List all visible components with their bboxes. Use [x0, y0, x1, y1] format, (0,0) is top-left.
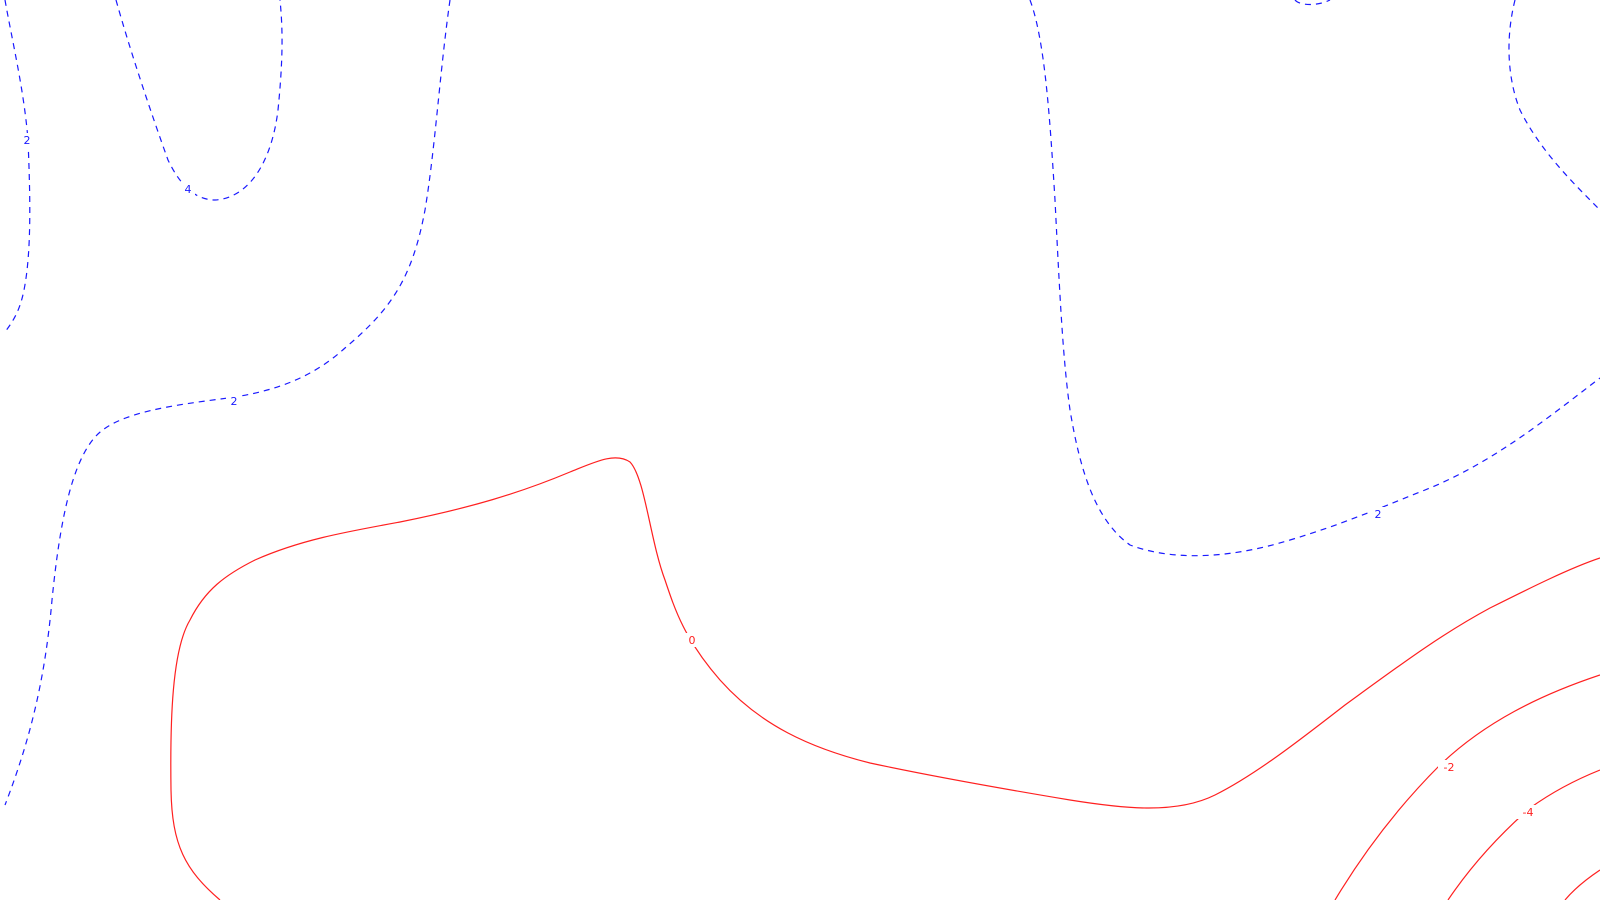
contour-2-top-edge	[1294, 0, 1331, 6]
label-bg	[1370, 507, 1386, 521]
contour-labels: 2 4 2 2 0 -2 -4	[20, 133, 1539, 819]
label-bg	[1438, 760, 1460, 774]
contour-neg2	[1334, 674, 1600, 900]
contour-neg6-fragment	[1564, 869, 1600, 900]
label-bg	[685, 633, 699, 647]
contour-0	[170, 457, 1600, 900]
label-bg	[1517, 805, 1539, 819]
contour-label-0: 0	[689, 634, 696, 647]
contour-2-right	[1029, 0, 1600, 557]
contour-4-upper-left	[115, 0, 283, 201]
contour-label-2-middle: 2	[231, 395, 238, 408]
label-bg	[226, 394, 242, 408]
contour-label-2-left: 2	[24, 134, 31, 147]
contour-2-top-right	[1508, 0, 1600, 211]
contour-label-2-right: 2	[1375, 508, 1382, 521]
contour-label-neg2: -2	[1444, 761, 1455, 774]
label-bg	[181, 182, 195, 196]
contour-label-neg4: -4	[1523, 806, 1534, 819]
contour-label-4: 4	[185, 183, 192, 196]
contour-neg4	[1447, 769, 1600, 900]
contour-lines	[4, 0, 1600, 900]
contour-2-left-edge	[4, 0, 31, 333]
label-bg	[20, 133, 34, 147]
